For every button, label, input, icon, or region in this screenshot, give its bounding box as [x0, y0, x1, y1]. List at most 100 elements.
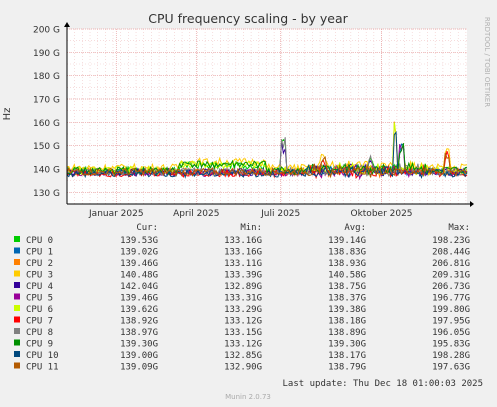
legend-cur-value: 142.04G — [120, 282, 158, 292]
y-tick-label: 190 G — [33, 49, 60, 59]
col-header-min: Min: — [240, 223, 262, 233]
legend-max-value: 208.44G — [432, 248, 470, 258]
legend-series-name: CPU 0 — [26, 236, 53, 246]
series-line-cpu-10 — [66, 131, 468, 180]
legend-swatch — [14, 282, 20, 288]
legend-min-value: 133.12G — [224, 317, 262, 327]
x-tick-label: Januar 2025 — [88, 209, 144, 219]
legend-series-name: CPU 10 — [26, 351, 59, 361]
legend-min-value: 133.16G — [224, 248, 262, 258]
col-header-avg: Avg: — [344, 223, 366, 233]
munin-version: Munin 2.0.73 — [225, 393, 271, 401]
legend-cur-value: 140.48G — [120, 271, 158, 281]
legend-series-name: CPU 3 — [26, 271, 53, 281]
legend-max-value: 197.63G — [432, 363, 470, 373]
legend-swatch — [14, 351, 20, 357]
legend-max-value: 198.28G — [432, 351, 470, 361]
legend-max-value: 197.95G — [432, 317, 470, 327]
legend-max-value: 199.80G — [432, 305, 470, 315]
legend-avg-value: 138.18G — [328, 317, 366, 327]
legend-series-name: CPU 6 — [26, 305, 53, 315]
x-tick-labels: Januar 2025 April 2025 Juli 2025 Oktober 20… — [88, 209, 413, 219]
legend-cur-value: 139.62G — [120, 305, 158, 315]
legend-min-value: 133.15G — [224, 328, 262, 338]
legend-swatch — [14, 305, 20, 311]
legend-cur-value: 138.92G — [120, 317, 158, 327]
x-tick-label: Juli 2025 — [260, 209, 300, 219]
legend-swatch — [14, 259, 20, 265]
legend-avg-value: 140.58G — [328, 271, 366, 281]
x-tick-label: Oktober 2025 — [350, 209, 412, 219]
legend-series-name: CPU 11 — [26, 363, 59, 373]
y-tick-label: 180 G — [33, 72, 60, 82]
series-lines — [66, 121, 468, 181]
legend-max-value: 196.77G — [432, 294, 470, 304]
legend-swatch — [14, 339, 20, 346]
legend-cur-value: 139.46G — [120, 259, 158, 269]
y-tick-labels: 130 G 140 G 150 G 160 G 170 G 180 G 190 G 200 G — [33, 26, 60, 199]
plot-background — [67, 29, 467, 204]
legend-swatch — [14, 293, 20, 300]
legend-avg-value: 138.75G — [328, 282, 366, 292]
legend-cur-value: 139.30G — [120, 340, 158, 350]
last-update-text: Last update: Thu Dec 18 01:00:03 2025 — [283, 379, 483, 389]
legend-cur-value: 139.46G — [120, 294, 158, 304]
plot-area — [64, 22, 474, 207]
legend-swatch — [14, 247, 20, 254]
y-tick-label: 140 G — [33, 166, 60, 176]
legend-avg-value: 138.79G — [328, 363, 366, 373]
legend-min-value: 133.29G — [224, 305, 262, 315]
y-axis-label: Hz — [2, 108, 13, 121]
legend-cur-value: 139.09G — [120, 363, 158, 373]
legend-series-name: CPU 4 — [26, 282, 53, 292]
legend-series-name: CPU 7 — [26, 317, 53, 327]
series-line-cpu-11 — [66, 152, 468, 179]
legend-avg-value: 138.83G — [328, 248, 366, 258]
legend-cur-value: 139.02G — [120, 248, 158, 258]
legend-series-name: CPU 5 — [26, 294, 53, 304]
legend-series-name: CPU 8 — [26, 328, 53, 338]
col-header-cur: Cur: — [136, 223, 158, 233]
legend-avg-value: 138.17G — [328, 351, 366, 361]
legend-swatch — [14, 270, 20, 277]
y-axis-arrow — [64, 22, 70, 27]
legend-min-value: 133.11G — [224, 259, 262, 269]
y-tick-label: 170 G — [33, 96, 60, 106]
legend-avg-value: 139.14G — [328, 236, 366, 246]
legend-min-value: 132.89G — [224, 282, 262, 292]
legend-series-name: CPU 1 — [26, 248, 53, 258]
legend-swatch — [14, 236, 20, 242]
legend-avg-value: 138.93G — [328, 259, 366, 269]
legend-max-value: 206.73G — [432, 282, 470, 292]
legend-max-value: 209.31G — [432, 271, 470, 281]
legend-swatch — [14, 362, 20, 369]
legend-cur-value: 138.97G — [120, 328, 158, 338]
chart-title: CPU frequency scaling - by year — [148, 11, 348, 26]
col-header-max: Max: — [448, 223, 470, 233]
legend-series-name: CPU 2 — [26, 259, 53, 269]
legend-avg-value: 138.37G — [328, 294, 366, 304]
legend-min-value: 133.12G — [224, 340, 262, 350]
legend-swatch — [14, 316, 20, 323]
legend-cur-value: 139.00G — [120, 351, 158, 361]
legend-avg-value: 138.89G — [328, 328, 366, 338]
legend-min-value: 133.16G — [224, 236, 262, 246]
rrdtool-credit: RRDTOOL / TOBI OETIKER — [483, 17, 491, 107]
legend-min-value: 132.90G — [224, 363, 262, 373]
legend-min-value: 133.39G — [224, 271, 262, 281]
legend-max-value: 195.83G — [432, 340, 470, 350]
legend-max-value: 196.05G — [432, 328, 470, 338]
legend-max-value: 198.23G — [432, 236, 470, 246]
y-tick-label: 160 G — [33, 119, 60, 129]
legend-cur-value: 139.53G — [120, 236, 158, 246]
legend-max-value: 206.81G — [432, 259, 470, 269]
x-tick-label: April 2025 — [173, 209, 219, 219]
legend-swatch — [14, 328, 20, 334]
legend-min-value: 132.85G — [224, 351, 262, 361]
legend-avg-value: 139.30G — [328, 340, 366, 350]
y-tick-label: 150 G — [33, 142, 60, 152]
legend-avg-value: 139.38G — [328, 305, 366, 315]
x-axis-arrow — [470, 201, 474, 207]
legend-min-value: 133.31G — [224, 294, 262, 304]
